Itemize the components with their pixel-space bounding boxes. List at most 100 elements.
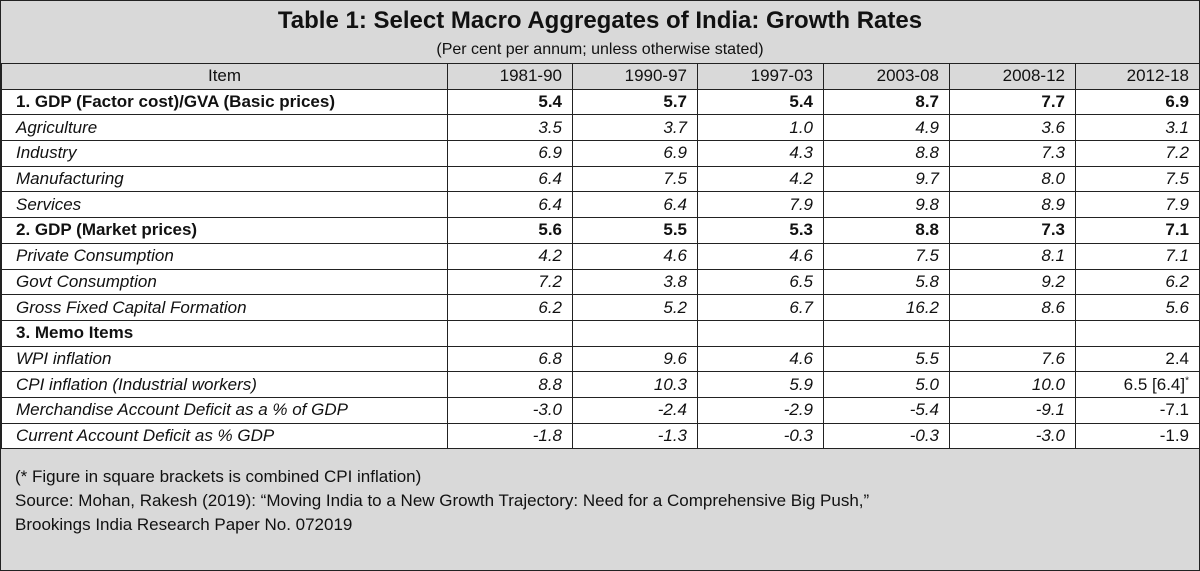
column-header-item: Item	[1, 63, 448, 90]
cell-value: 5.6	[1075, 294, 1200, 321]
cell-value: -1.3	[572, 422, 698, 450]
cell-value: 8.9	[949, 191, 1076, 219]
cell-value: 2.4	[1075, 345, 1200, 373]
table-row: Govt Consumption 7.2 3.8 6.5 5.8 9.2 6.2	[1, 268, 1200, 296]
column-header-1997-03: 1997-03	[697, 63, 824, 90]
table-row: Private Consumption 4.2 4.6 4.6 7.5 8.1 …	[1, 242, 1200, 270]
row-label: Govt Consumption	[1, 268, 448, 296]
cell-value: 7.9	[697, 191, 824, 219]
cell-value	[447, 319, 573, 347]
cell-value: -0.3	[823, 422, 950, 450]
cell-value: 8.6	[949, 294, 1076, 321]
table-row: CPI inflation (Industrial workers) 8.8 1…	[1, 371, 1200, 398]
footnote-block: (* Figure in square brackets is combined…	[15, 465, 869, 537]
cell-value: 6.2	[1075, 268, 1200, 296]
cell-value: 1.0	[697, 114, 824, 142]
table-title: Table 1: Select Macro Aggregates of Indi…	[277, 7, 923, 34]
cell-value: 6.9	[1075, 88, 1200, 116]
cell-value	[823, 319, 950, 347]
row-label: Services	[1, 191, 448, 219]
table-row: WPI inflation 6.8 9.6 4.6 5.5 7.6 2.4	[1, 345, 1200, 373]
cell-value: -9.1	[949, 396, 1076, 424]
cell-value: 8.1	[949, 242, 1076, 270]
cell-value: 7.2	[1075, 140, 1200, 167]
cell-value	[572, 319, 698, 347]
cell-value: 5.0	[823, 371, 950, 398]
cell-value: -1.9	[1075, 422, 1200, 450]
column-header-2008-12: 2008-12	[949, 63, 1076, 90]
cell-value: 5.3	[697, 217, 824, 244]
row-label: Private Consumption	[1, 242, 448, 270]
cell-value: 7.9	[1075, 191, 1200, 219]
cell-value: 9.8	[823, 191, 950, 219]
cell-value: 16.2	[823, 294, 950, 321]
table-row: Industry 6.9 6.9 4.3 8.8 7.3 7.2	[1, 140, 1200, 167]
table-row: Merchandise Account Deficit as a % of GD…	[1, 396, 1200, 424]
cell-value	[1075, 319, 1200, 347]
cell-value: 8.8	[447, 371, 573, 398]
cell-value: -2.9	[697, 396, 824, 424]
cell-value: 4.6	[697, 345, 824, 373]
table-row: 1. GDP (Factor cost)/GVA (Basic prices) …	[1, 88, 1200, 116]
cell-value: 7.5	[1075, 165, 1200, 193]
table-row: Gross Fixed Capital Formation 6.2 5.2 6.…	[1, 294, 1200, 321]
cell-value: 8.7	[823, 88, 950, 116]
cell-value: 5.5	[823, 345, 950, 373]
row-label: 2. GDP (Market prices)	[1, 217, 448, 244]
cell-value: 6.9	[572, 140, 698, 167]
cell-value: 7.5	[823, 242, 950, 270]
cell-value: 10.3	[572, 371, 698, 398]
cell-value: 7.6	[949, 345, 1076, 373]
cell-value: 3.1	[1075, 114, 1200, 142]
table-row: 2. GDP (Market prices) 5.6 5.5 5.3 8.8 7…	[1, 217, 1200, 244]
header-row: Item 1981-90 1990-97 1997-03 2003-08 200…	[1, 63, 1200, 90]
cell-value: -0.3	[697, 422, 824, 450]
row-label: 1. GDP (Factor cost)/GVA (Basic prices)	[1, 88, 448, 116]
table-row: Services 6.4 6.4 7.9 9.8 8.9 7.9	[1, 191, 1200, 219]
table-row: Agriculture 3.5 3.7 1.0 4.9 3.6 3.1	[1, 114, 1200, 142]
cell-value: 7.1	[1075, 217, 1200, 244]
cell-value: 9.7	[823, 165, 950, 193]
cell-value: 9.6	[572, 345, 698, 373]
row-label: WPI inflation	[1, 345, 448, 373]
cell-value: 5.2	[572, 294, 698, 321]
cell-value: 5.6	[447, 217, 573, 244]
cell-value: 4.2	[697, 165, 824, 193]
cell-value: 7.2	[447, 268, 573, 296]
row-label: Gross Fixed Capital Formation	[1, 294, 448, 321]
cell-value: -7.1	[1075, 396, 1200, 424]
cell-value: 7.5	[572, 165, 698, 193]
cell-value: 8.8	[823, 217, 950, 244]
footnote-cpi-note: (* Figure in square brackets is combined…	[15, 467, 422, 486]
cell-value: 4.9	[823, 114, 950, 142]
cell-value: 4.6	[572, 242, 698, 270]
column-header-2003-08: 2003-08	[823, 63, 950, 90]
cell-value: -3.0	[949, 422, 1076, 450]
cell-value: 5.9	[697, 371, 824, 398]
cell-value	[949, 319, 1076, 347]
cell-value: 3.7	[572, 114, 698, 142]
cell-value: 6.4	[447, 165, 573, 193]
footnote-paper-id: Brookings India Research Paper No. 07201…	[15, 515, 353, 534]
cell-value: 7.3	[949, 217, 1076, 244]
cell-value: -1.8	[447, 422, 573, 450]
cell-value: 3.6	[949, 114, 1076, 142]
row-label: Current Account Deficit as % GDP	[1, 422, 448, 450]
row-label: Industry	[1, 140, 448, 167]
cell-value: 5.5	[572, 217, 698, 244]
cell-value: 5.7	[572, 88, 698, 116]
footnote-source: Source: Mohan, Rakesh (2019): “Moving In…	[15, 491, 870, 510]
row-label: 3. Memo Items	[1, 319, 448, 347]
cell-value: 6.8	[447, 345, 573, 373]
cell-value: 6.5	[697, 268, 824, 296]
column-header-1990-97: 1990-97	[572, 63, 698, 90]
cell-value: 5.8	[823, 268, 950, 296]
cell-value: -5.4	[823, 396, 950, 424]
macro-aggregates-table: Item 1981-90 1990-97 1997-03 2003-08 200…	[1, 63, 1200, 450]
cell-value: 8.0	[949, 165, 1076, 193]
table-row: 3. Memo Items	[1, 319, 1200, 347]
cell-value: 4.2	[447, 242, 573, 270]
cell-value: 9.2	[949, 268, 1076, 296]
cell-value: 3.5	[447, 114, 573, 142]
